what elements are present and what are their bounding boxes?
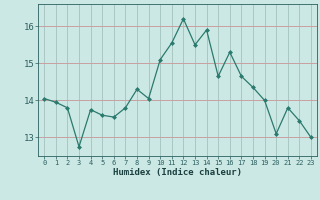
X-axis label: Humidex (Indice chaleur): Humidex (Indice chaleur) — [113, 168, 242, 177]
